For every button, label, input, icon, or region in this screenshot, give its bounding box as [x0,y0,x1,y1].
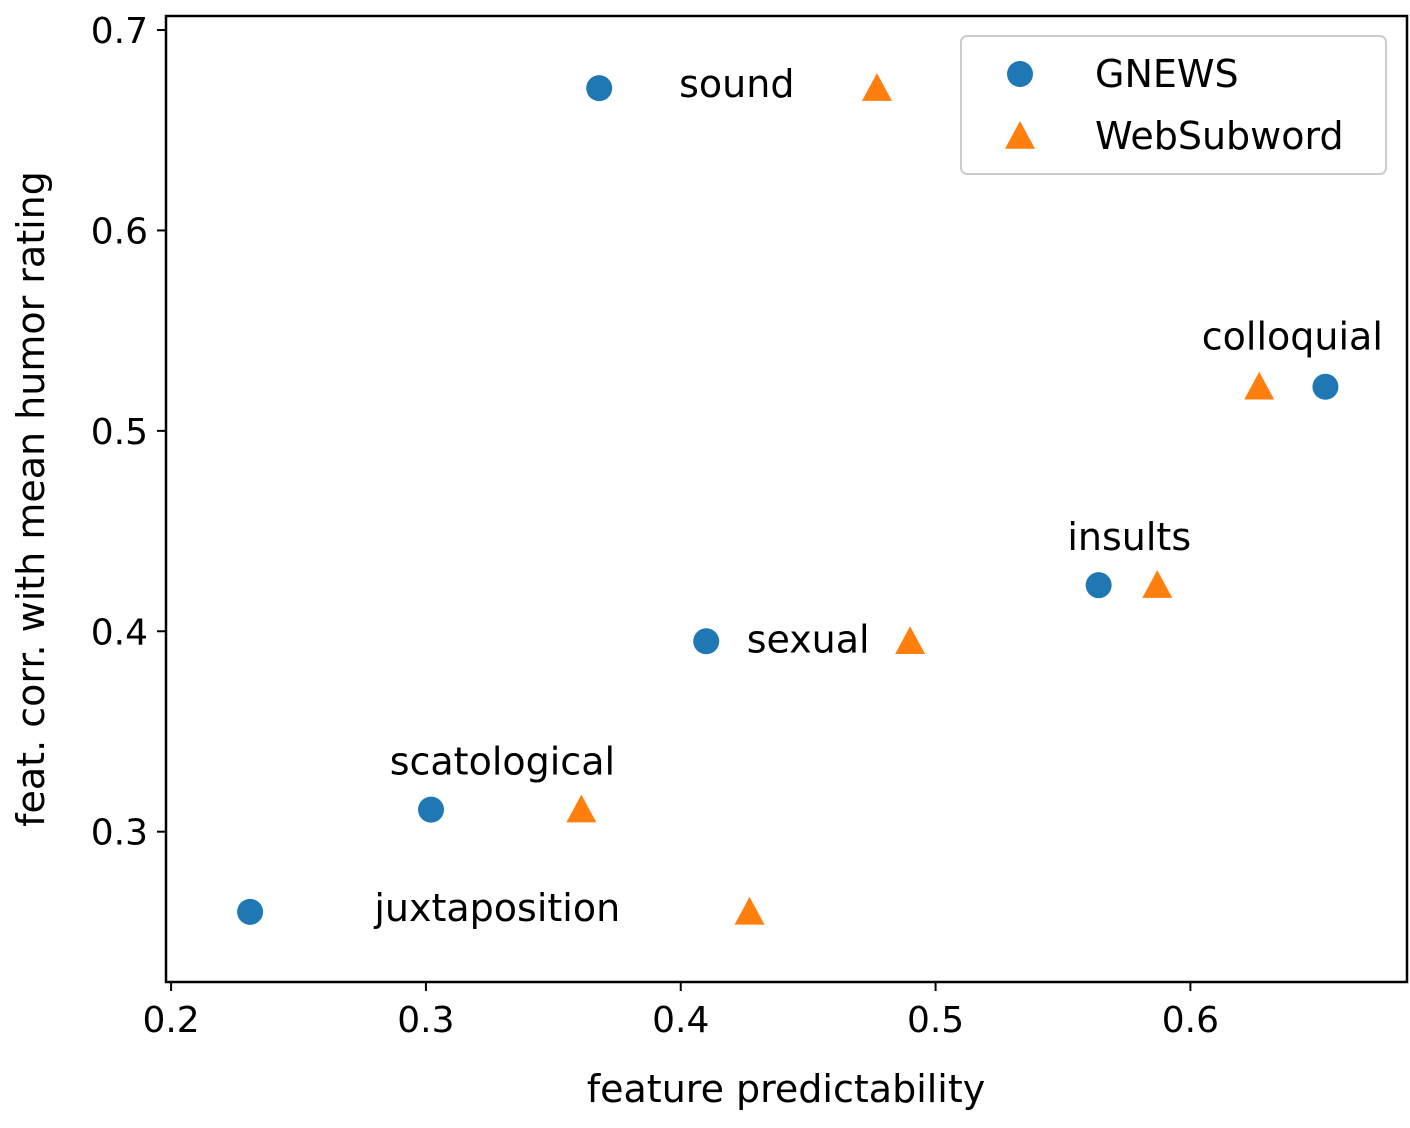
annotation-label: juxtaposition [373,886,620,930]
legend-websubword-marker [1005,121,1035,149]
gnews-point [418,796,445,823]
x-tick-label: 0.4 [652,1000,709,1041]
websubword-point [734,896,765,925]
x-axis-ticks: 0.2 0.3 0.4 0.5 0.6 [142,982,1219,1041]
annotation-label: sound [679,62,794,106]
legend-gnews-marker [1007,61,1033,87]
websubword-point [895,626,926,655]
x-tick-label: 0.5 [907,1000,964,1041]
legend-gnews-label: GNEWS [1095,52,1239,96]
y-tick-label: 0.7 [91,11,148,52]
websubword-point [566,794,597,823]
legend: GNEWS WebSubword [960,35,1387,175]
gnews-point [1085,572,1112,599]
y-tick-label: 0.4 [91,612,148,653]
x-axis-label: feature predictability [587,1067,986,1111]
annotation-label: scatological [390,740,615,784]
websubword-point [1244,371,1275,400]
websubword-point [1142,570,1173,598]
x-tick-label: 0.3 [397,1000,454,1041]
annotation-label: colloquial [1202,315,1383,359]
y-tick-label: 0.6 [91,211,148,252]
plot-area-frame [164,14,1409,984]
gnews-point [1312,373,1339,400]
gnews-point [693,628,720,655]
data-points [237,73,1339,925]
gnews-point [237,898,264,925]
x-tick-label: 0.6 [1162,1000,1219,1041]
point-annotations: sound colloquial insults sexual scatological… [373,62,1383,930]
y-tick-label: 0.5 [91,412,148,453]
annotation-label: insults [1067,515,1191,559]
legend-box [960,35,1387,175]
legend-websubword-label: WebSubword [1095,114,1344,158]
y-axis-label: feat. corr. with mean humor rating [9,171,53,827]
websubword-point [861,73,892,101]
y-tick-label: 0.3 [91,813,148,854]
annotation-label: sexual [747,617,870,661]
gnews-point [586,75,613,102]
y-axis-ticks: 0.3 0.4 0.5 0.6 0.7 [91,11,166,854]
x-tick-label: 0.2 [142,1000,199,1041]
